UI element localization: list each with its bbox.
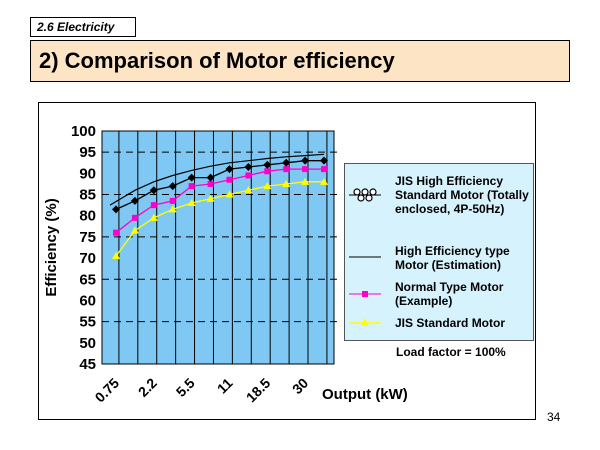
data-point-normal (245, 172, 252, 179)
series-line-normal (115, 168, 324, 234)
data-point-normal (321, 166, 328, 173)
data-point-normal (113, 229, 119, 236)
y-tick-labels: 45 50 55 60 65 70 75 80 85 90 95 100 (71, 123, 96, 373)
series-layer (112, 156, 329, 259)
x-tick-label: 18.5 (243, 375, 274, 406)
x-tick-labels: 0.75 2.2 5.5 11 18.5 30 (92, 375, 312, 406)
legend-label: Normal Type Motor (Example) (395, 280, 504, 308)
y-tick-label: 55 (79, 314, 96, 331)
y-tick-label: 95 (79, 144, 96, 161)
data-point-normal (169, 197, 176, 204)
x-axis-label: Output (kW) (322, 386, 408, 403)
estimation-curve-layer (109, 153, 325, 206)
data-point-jis-standard (225, 190, 234, 198)
triangle-marker-icon (349, 318, 381, 326)
plot-area (101, 130, 335, 365)
data-point-jis-standard (282, 179, 291, 187)
x-tick-label: 0.75 (92, 375, 123, 406)
x-tick-label: 30 (289, 375, 311, 397)
y-tick-label: 60 (79, 292, 96, 309)
data-point-normal (264, 168, 271, 175)
square-marker-icon (349, 291, 381, 297)
data-point-jis-high (206, 173, 215, 182)
y-tick-label: 100 (71, 123, 96, 140)
slide-title: 2) Comparison of Motor efficiency (30, 40, 570, 82)
data-point-jis-high (244, 163, 253, 172)
data-point-jis-standard (112, 251, 120, 259)
y-tick-label: 75 (79, 229, 96, 246)
data-point-normal (188, 183, 195, 190)
y-tick-label: 85 (79, 187, 96, 204)
data-point-normal (283, 166, 290, 173)
data-point-jis-standard (320, 177, 329, 185)
y-axis-label: Efficiency (%) (43, 198, 60, 296)
data-point-normal (131, 214, 138, 221)
data-point-jis-standard (263, 182, 272, 190)
data-point-normal (207, 180, 214, 187)
data-point-jis-standard (206, 194, 215, 202)
data-point-jis-high (225, 165, 234, 174)
legend: JIS High Efficiency Standard Motor (Tota… (344, 163, 534, 341)
line-marker-icon (349, 256, 381, 258)
data-point-jis-standard (149, 213, 158, 221)
data-point-jis-standard (168, 205, 177, 213)
data-point-jis-high (282, 158, 291, 167)
load-factor-note: Load factor = 100% (396, 345, 506, 359)
legend-label: JIS High Efficiency Standard Motor (Tota… (395, 174, 529, 216)
y-tick-label: 45 (79, 356, 96, 373)
y-tick-label: 50 (79, 335, 96, 352)
data-point-normal (302, 166, 309, 173)
data-point-jis-high (112, 205, 120, 214)
data-point-jis-high (168, 182, 177, 191)
y-tick-label: 80 (79, 208, 96, 225)
page-number: 34 (547, 410, 561, 424)
data-point-normal (150, 202, 157, 209)
data-point-jis-high (149, 186, 158, 195)
y-tick-label: 65 (79, 271, 96, 288)
triple-circle-marker-icon (349, 188, 381, 202)
x-tick-label: 2.2 (135, 375, 160, 400)
data-point-jis-standard (187, 199, 196, 207)
legend-label: JIS Standard Motor (395, 316, 506, 330)
y-tick-label: 90 (79, 165, 96, 182)
data-point-jis-standard (301, 177, 310, 185)
y-tick-label: 70 (79, 250, 96, 267)
data-point-jis-high (130, 196, 139, 205)
data-point-jis-high (301, 156, 310, 165)
section-tag: 2.6 Electricity (30, 17, 136, 37)
series-line-estimation (109, 153, 325, 206)
data-point-jis-high (263, 160, 272, 169)
data-point-jis-standard (244, 186, 253, 194)
x-tick-label: 5.5 (173, 375, 198, 400)
data-point-jis-high (320, 156, 329, 165)
data-point-normal (226, 176, 233, 183)
data-point-jis-standard (130, 226, 139, 234)
legend-label: High Efficiency type Motor (Estimation) (395, 244, 510, 272)
data-point-jis-high (187, 173, 196, 182)
x-tick-label: 11 (214, 375, 236, 397)
